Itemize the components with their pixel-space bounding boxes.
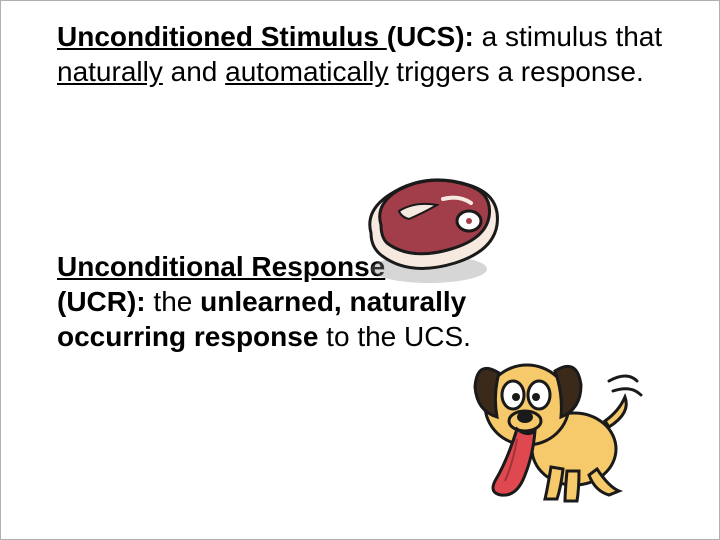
steak-icon [351,151,511,291]
term-ucs: Unconditioned Stimulus [57,21,387,52]
text-ucs-mid: and [163,56,225,87]
paragraph-ucs: Unconditioned Stimulus (UCS): a stimulus… [57,19,679,89]
term-ucr: Unconditional Response [57,251,385,282]
dog-icon [459,319,654,514]
text-ucs-pre: a stimulus that [474,21,662,52]
text-ucr-post: to the UCS. [318,321,471,352]
abbr-ucs: (UCS): [387,21,474,52]
text-ucr-pre: the [146,286,200,317]
steak-illustration [351,151,511,291]
keyword-automatically: automatically [225,56,388,87]
text-ucs-post: triggers a response. [389,56,644,87]
dog-illustration [459,319,654,514]
abbr-ucr: (UCR): [57,286,146,317]
keyword-naturally: naturally [57,56,163,87]
